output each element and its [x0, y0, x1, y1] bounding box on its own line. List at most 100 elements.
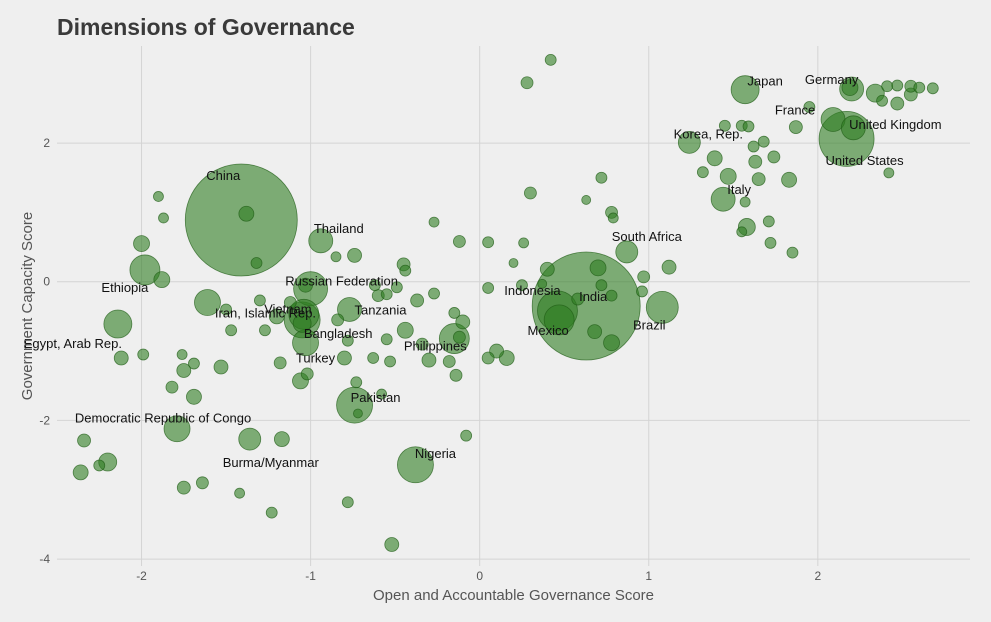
bubble-point — [298, 277, 313, 293]
bubble-point — [220, 303, 232, 316]
bubble-point — [341, 334, 354, 347]
bubble-point — [742, 120, 755, 133]
bubble-point — [77, 433, 91, 448]
bubble-united-kingdom — [840, 115, 866, 141]
bubble-china — [184, 163, 298, 277]
bubble-nigeria — [397, 446, 434, 484]
bubble-point — [736, 226, 748, 238]
country-label-france: France — [775, 102, 815, 117]
bubble-point — [460, 429, 473, 442]
bubble-point — [605, 289, 618, 302]
bubble-point — [539, 261, 555, 277]
bubble-point — [410, 293, 425, 308]
x-axis-title: Open and Accountable Governance Score — [373, 587, 654, 604]
country-label-germany: Germany — [805, 72, 859, 87]
bubble-point — [165, 380, 179, 394]
country-label-united-states: United States — [826, 153, 905, 168]
bubble-ethiopia — [129, 254, 161, 286]
bubble-point — [788, 120, 803, 135]
country-label-bangladesh: Bangladesh — [304, 326, 373, 341]
bubble-point — [786, 246, 799, 259]
bubble-point — [176, 480, 191, 495]
bubble-point — [213, 359, 229, 375]
bubble-point — [133, 235, 150, 253]
country-label-ethiopia: Ethiopia — [101, 280, 149, 295]
bubble-point — [544, 53, 557, 66]
country-label-south-africa: South Africa — [612, 229, 683, 244]
x-tick-label: -1 — [305, 569, 316, 583]
bubble-mexico — [543, 304, 575, 336]
bubble-point — [841, 79, 859, 96]
bubble-point — [72, 464, 89, 481]
bubble-point — [268, 308, 285, 325]
bubble-point — [188, 357, 200, 370]
bubble-point — [384, 355, 396, 368]
bubble-point — [706, 150, 723, 167]
bubble-point — [581, 195, 592, 205]
country-label-vietnam: Vietnam — [264, 301, 311, 316]
bubble-point — [452, 235, 466, 248]
bubble-italy — [710, 186, 736, 212]
bubble-point — [259, 324, 271, 337]
bubble-point — [719, 167, 737, 185]
bubble-point — [452, 330, 466, 344]
bubble-japan — [730, 75, 760, 105]
bubble-point — [292, 313, 312, 333]
x-tick-label: 2 — [814, 569, 821, 583]
bubble-point — [250, 257, 263, 269]
bubble-point — [273, 431, 290, 448]
country-label-italy: Italy — [727, 182, 751, 197]
y-tick-label: -4 — [39, 552, 50, 566]
country-label-brazil: Brazil — [633, 317, 666, 332]
bubble-point — [137, 348, 150, 361]
country-label-india: India — [579, 289, 608, 304]
bubble-point — [442, 355, 456, 368]
bubble-point — [196, 476, 209, 490]
country-label-tanzania: Tanzania — [354, 302, 407, 317]
bubble-point — [153, 271, 171, 289]
bubble-point — [273, 356, 287, 370]
tick-labels: -2 -1 0 1 2 -4 -2 0 2 — [39, 136, 821, 583]
bubble-point — [926, 82, 939, 95]
bubble-point — [595, 171, 608, 184]
bubble-point — [158, 212, 169, 224]
bubble-point — [186, 388, 202, 405]
bubble-point — [330, 251, 342, 263]
bubble-point — [93, 459, 106, 472]
bubble-point — [518, 237, 530, 249]
bubble-point — [482, 236, 495, 249]
country-label-mexico: Mexico — [528, 323, 569, 338]
bubble-point — [696, 166, 709, 179]
bubble-point — [380, 288, 393, 301]
bubble-point — [300, 367, 314, 381]
bubble-point — [337, 350, 352, 366]
bubble-point — [347, 247, 362, 263]
bubble-point — [589, 259, 607, 277]
bubble-point — [890, 96, 905, 111]
bubble-iran-islamic-rep- — [194, 289, 221, 316]
bubble-point — [767, 150, 781, 164]
country-label-indonesia: Indonesia — [504, 283, 561, 298]
chart-title: Dimensions of Governance — [57, 14, 355, 40]
bubble-point — [520, 76, 534, 90]
bubble-point — [428, 216, 440, 228]
bubble-point — [876, 94, 888, 107]
country-label-russian-federation: Russian Federation — [285, 274, 398, 289]
bubble-point — [482, 282, 495, 294]
bubble-democratic-republic-of-congo — [163, 415, 191, 443]
country-label-democratic-republic-of-congo: Democratic Republic of Congo — [75, 411, 251, 426]
bubble-point — [448, 307, 461, 319]
bubble-point — [748, 154, 763, 169]
bubble-point — [718, 119, 731, 132]
bubble-point — [524, 186, 537, 200]
bubble-point — [762, 215, 775, 228]
bubble-point — [883, 167, 895, 179]
bubble-point — [380, 333, 393, 346]
bubble-point — [913, 81, 926, 94]
country-label-nigeria: Nigeria — [415, 446, 457, 461]
country-label-philippines: Philippines — [404, 339, 467, 354]
bubble-point — [368, 279, 381, 292]
bubble-brazil — [645, 290, 679, 324]
bubble-point — [449, 368, 463, 382]
